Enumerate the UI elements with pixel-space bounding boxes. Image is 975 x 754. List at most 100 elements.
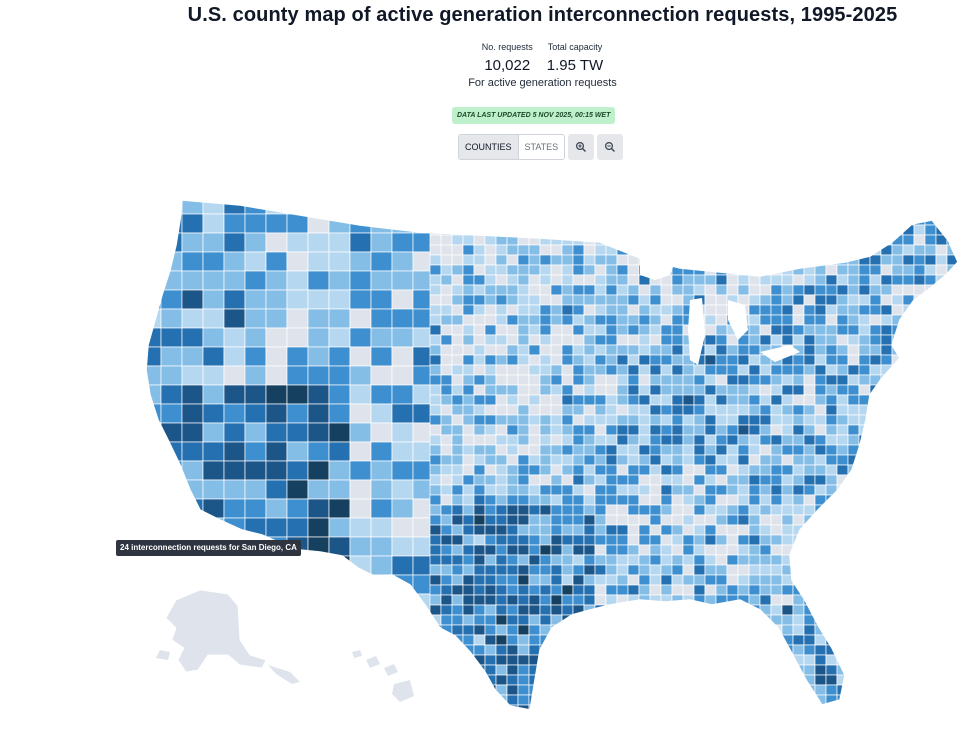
county-cell[interactable] xyxy=(583,694,596,706)
county-cell[interactable] xyxy=(660,364,673,376)
county-cell[interactable] xyxy=(440,364,453,376)
county-cell[interactable] xyxy=(605,414,618,426)
county-cell[interactable] xyxy=(902,634,915,646)
county-cell[interactable] xyxy=(880,404,893,416)
county-cell[interactable] xyxy=(781,384,794,396)
county-cell[interactable] xyxy=(528,624,541,636)
county-cell[interactable] xyxy=(539,574,552,586)
county-cell[interactable] xyxy=(781,244,794,256)
county-cell[interactable] xyxy=(770,454,783,466)
county-cell[interactable] xyxy=(594,294,607,306)
county-cell[interactable] xyxy=(440,195,453,206)
county-cell[interactable] xyxy=(286,441,309,462)
county-cell[interactable] xyxy=(440,484,453,496)
county-cell[interactable] xyxy=(682,424,695,436)
county-cell[interactable] xyxy=(583,494,596,506)
county-cell[interactable] xyxy=(836,414,849,426)
county-cell[interactable] xyxy=(847,424,860,436)
county-cell[interactable] xyxy=(759,474,772,486)
county-cell[interactable] xyxy=(704,544,717,556)
county-cell[interactable] xyxy=(451,424,464,436)
county-cell[interactable] xyxy=(704,314,717,326)
county-cell[interactable] xyxy=(328,365,351,386)
county-cell[interactable] xyxy=(473,394,486,406)
county-cell[interactable] xyxy=(913,704,926,715)
county-cell[interactable] xyxy=(748,654,761,666)
county-cell[interactable] xyxy=(935,384,948,396)
county-cell[interactable] xyxy=(328,195,351,215)
county-cell[interactable] xyxy=(528,304,541,316)
county-cell[interactable] xyxy=(429,254,442,266)
county-cell[interactable] xyxy=(429,634,442,646)
county-cell[interactable] xyxy=(693,634,706,646)
county-cell[interactable] xyxy=(451,654,464,666)
county-cell[interactable] xyxy=(539,384,552,396)
county-cell[interactable] xyxy=(781,294,794,306)
county-cell[interactable] xyxy=(328,308,351,329)
county-cell[interactable] xyxy=(328,688,351,709)
county-cell[interactable] xyxy=(715,374,728,386)
county-cell[interactable] xyxy=(957,384,969,396)
county-cell[interactable] xyxy=(528,454,541,466)
county-cell[interactable] xyxy=(913,374,926,386)
county-cell[interactable] xyxy=(770,674,783,686)
county-cell[interactable] xyxy=(583,234,596,246)
county-cell[interactable] xyxy=(638,694,651,706)
county-cell[interactable] xyxy=(660,624,673,636)
county-cell[interactable] xyxy=(462,604,475,616)
county-cell[interactable] xyxy=(572,254,585,266)
county-cell[interactable] xyxy=(484,434,497,446)
county-cell[interactable] xyxy=(223,574,246,595)
county-cell[interactable] xyxy=(649,434,662,446)
county-cell[interactable] xyxy=(693,484,706,496)
county-cell[interactable] xyxy=(814,284,827,296)
county-cell[interactable] xyxy=(484,454,497,466)
county-cell[interactable] xyxy=(792,195,805,206)
county-cell[interactable] xyxy=(550,444,563,456)
county-cell[interactable] xyxy=(759,284,772,296)
county-cell[interactable] xyxy=(671,674,684,686)
county-cell[interactable] xyxy=(473,444,486,456)
county-cell[interactable] xyxy=(935,684,948,696)
county-cell[interactable] xyxy=(814,524,827,536)
county-cell[interactable] xyxy=(704,414,717,426)
county-cell[interactable] xyxy=(770,414,783,426)
county-cell[interactable] xyxy=(451,394,464,406)
county-cell[interactable] xyxy=(616,324,629,336)
county-cell[interactable] xyxy=(627,404,640,416)
county-cell[interactable] xyxy=(462,624,475,636)
county-cell[interactable] xyxy=(737,694,750,706)
county-cell[interactable] xyxy=(858,554,871,566)
county-cell[interactable] xyxy=(550,614,563,626)
county-cell[interactable] xyxy=(451,384,464,396)
county-cell[interactable] xyxy=(391,289,414,310)
county-cell[interactable] xyxy=(682,264,695,276)
county-cell[interactable] xyxy=(737,504,750,516)
county-cell[interactable] xyxy=(792,374,805,386)
county-cell[interactable] xyxy=(429,514,442,526)
county-cell[interactable] xyxy=(517,564,530,576)
county-cell[interactable] xyxy=(202,707,225,727)
county-cell[interactable] xyxy=(913,354,926,366)
county-cell[interactable] xyxy=(495,634,508,646)
county-cell[interactable] xyxy=(748,204,761,216)
county-cell[interactable] xyxy=(429,404,442,416)
county-cell[interactable] xyxy=(880,444,893,456)
county-cell[interactable] xyxy=(858,584,871,596)
county-cell[interactable] xyxy=(572,674,585,686)
county-cell[interactable] xyxy=(429,534,442,546)
county-cell[interactable] xyxy=(440,524,453,536)
county-cell[interactable] xyxy=(561,514,574,526)
county-cell[interactable] xyxy=(660,474,673,486)
county-cell[interactable] xyxy=(550,354,563,366)
county-cell[interactable] xyxy=(891,544,904,556)
county-cell[interactable] xyxy=(924,554,937,566)
county-cell[interactable] xyxy=(671,195,684,206)
county-cell[interactable] xyxy=(814,444,827,456)
county-cell[interactable] xyxy=(847,704,860,715)
county-cell[interactable] xyxy=(946,364,958,376)
county-cell[interactable] xyxy=(473,314,486,326)
county-cell[interactable] xyxy=(506,604,519,616)
county-cell[interactable] xyxy=(517,404,530,416)
county-cell[interactable] xyxy=(715,384,728,396)
